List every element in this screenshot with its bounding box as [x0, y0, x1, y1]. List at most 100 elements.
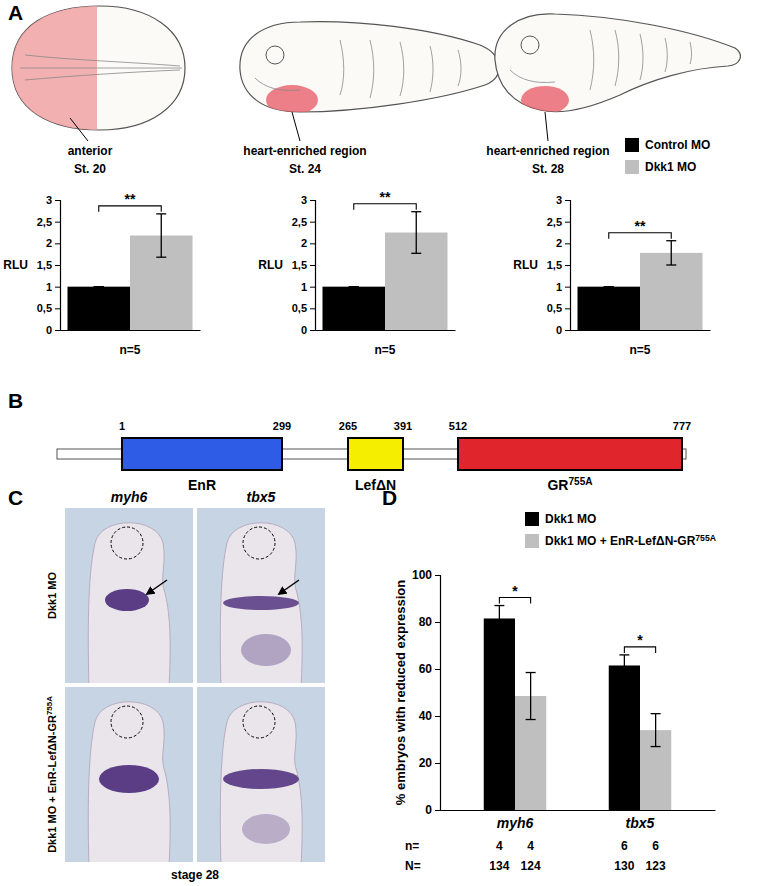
- domain-start: 512: [449, 420, 467, 432]
- embryo-detail: [458, 50, 461, 86]
- legend: Control MODkk1 MO: [625, 138, 710, 174]
- y-tick-label: 2,5: [37, 216, 52, 228]
- stain: [105, 589, 149, 611]
- y-tick: 3: [46, 194, 60, 206]
- y-tick-label: 2: [556, 237, 562, 249]
- y-tick-mark: [55, 287, 60, 288]
- construct-domain: [122, 438, 282, 470]
- y-tick-label: 0,5: [37, 302, 52, 314]
- region-fill: [266, 85, 318, 115]
- embryo: [88, 523, 170, 683]
- error-bar-cap: [526, 672, 536, 673]
- y-tick-mark: [55, 222, 60, 223]
- domain-label: LefΔN: [355, 477, 396, 493]
- sample-size: 130: [614, 859, 634, 873]
- error-bar-stem: [499, 606, 500, 632]
- region-fill: [12, 0, 97, 135]
- y-tick-label: 0: [46, 324, 52, 336]
- y-tick: 2,5: [292, 216, 315, 228]
- panel-label: A: [8, 1, 23, 24]
- error-bar-cap: [94, 286, 104, 287]
- domain-start: 265: [339, 420, 357, 432]
- embryo-drawings: anteriorSt. 20heart-enriched regionSt. 2…: [12, 0, 740, 176]
- in-situ-image: [65, 687, 193, 862]
- legend-label: Dkk1 MO: [545, 512, 596, 526]
- error-bar-cap: [619, 654, 629, 655]
- y-tick: 1,5: [37, 259, 60, 271]
- sample-size: 134: [489, 859, 509, 873]
- y-tick-label: 3: [556, 194, 562, 206]
- x-axis-title: n=5: [119, 343, 140, 357]
- superscript: 755A: [695, 533, 716, 543]
- stain: [242, 814, 290, 844]
- error-bar-cap: [651, 746, 661, 747]
- error-bar-cap: [349, 286, 359, 287]
- y-tick: 0,5: [292, 302, 315, 314]
- error-bar: [666, 241, 676, 265]
- y-tick-label: 2: [301, 237, 307, 249]
- error-bar-stem: [416, 212, 417, 254]
- arrow: [279, 580, 299, 594]
- x-axis: [316, 330, 456, 331]
- y-tick: 80: [419, 615, 440, 629]
- y-tick: 1,5: [547, 259, 570, 271]
- sample-size: 4: [527, 839, 534, 853]
- y-tick-label: 3: [46, 194, 52, 206]
- gene-label: tbx5: [247, 489, 276, 505]
- y-tick-label: 1,5: [37, 259, 52, 271]
- arrow: [147, 580, 167, 594]
- text-part: Dkk1 MO + EnR-LefΔN-GR: [46, 715, 58, 853]
- y-axis: 00,511,522,53: [37, 194, 61, 336]
- error-bar-cap: [349, 286, 359, 287]
- plot-marks: [484, 606, 672, 810]
- y-tick-mark: [310, 265, 315, 266]
- error-bar: [526, 673, 536, 720]
- error-bar-stem: [161, 214, 162, 257]
- legend-label: Dkk1 MO + EnR-LefΔN-GR755A: [545, 533, 716, 548]
- eye-outline: [111, 706, 143, 738]
- in-situ-panel: myh6tbx5Dkk1 MODkk1 MO + EnR-LefΔN-GR755…: [45, 489, 325, 882]
- y-tick-mark: [310, 308, 315, 309]
- x-tick-label: myh6: [497, 815, 534, 831]
- sample-size: 124: [521, 859, 541, 873]
- in-situ-image: [65, 508, 193, 683]
- legend-swatch: [625, 160, 639, 174]
- x-axis: myh6 tbx5: [441, 811, 716, 831]
- plot-marks: [68, 214, 193, 330]
- error-bar-cap: [94, 286, 104, 287]
- domain-end: 299: [273, 420, 291, 432]
- significance-label: *: [512, 583, 518, 599]
- in-situ-image: [197, 508, 325, 683]
- bar: [578, 287, 641, 330]
- plot-marks: [323, 212, 448, 330]
- drawing-label: anterior: [68, 144, 113, 158]
- y-tick-mark: [565, 222, 570, 223]
- y-tick: 60: [419, 662, 440, 676]
- y-tick-label: 80: [419, 615, 433, 629]
- sample-size-label: n=: [405, 839, 419, 853]
- embryo-eye: [521, 36, 539, 54]
- y-tick-mark: [565, 287, 570, 288]
- gene-label: myh6: [111, 489, 148, 505]
- drawing-stage: St. 20: [74, 162, 106, 176]
- error-bar-cap: [494, 605, 504, 606]
- significance-label: **: [125, 191, 136, 207]
- significance-label: **: [635, 218, 646, 234]
- y-tick-label: 100: [412, 568, 432, 582]
- y-tick-label: 1: [301, 281, 307, 293]
- y-tick-mark: [565, 308, 570, 309]
- y-axis: 00,511,522,53: [292, 194, 316, 336]
- error-bar-stem: [530, 673, 531, 720]
- y-tick: 1: [301, 281, 315, 293]
- legend-label: Control MO: [645, 138, 710, 152]
- y-tick: 3: [556, 194, 570, 206]
- sample-size: 6: [621, 839, 628, 853]
- y-tick-mark: [310, 243, 315, 244]
- x-tick: tbx5: [626, 815, 655, 831]
- sample-size: 4: [496, 839, 503, 853]
- embryo-eye: [266, 46, 284, 64]
- y-tick: 2,5: [547, 216, 570, 228]
- y-tick: 0: [301, 324, 315, 336]
- chart: 020406080100myh6tbx5% embryos with reduc…: [393, 512, 716, 873]
- y-tick-label: 0,5: [292, 302, 307, 314]
